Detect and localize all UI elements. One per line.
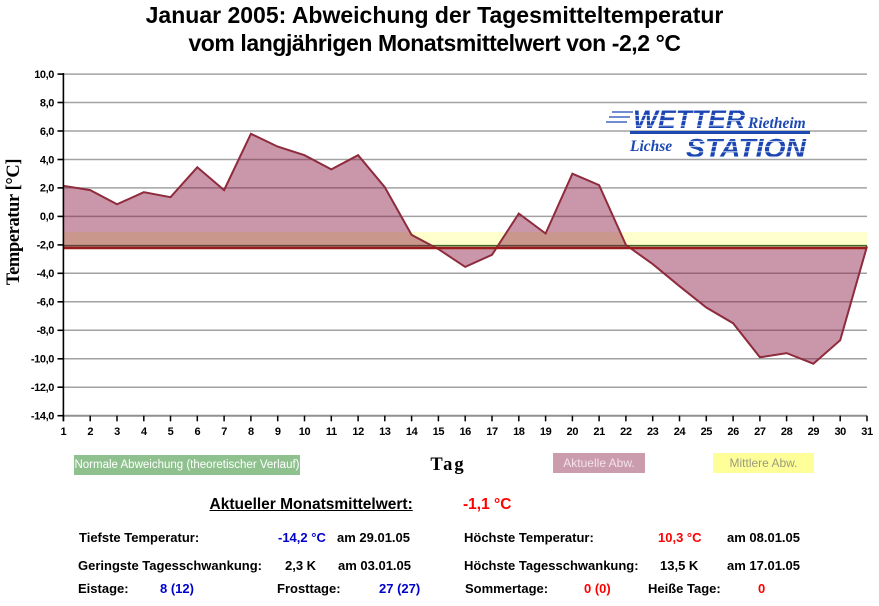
svg-text:16: 16	[459, 426, 471, 438]
svg-text:27: 27	[754, 426, 766, 438]
svg-text:14: 14	[406, 426, 419, 438]
svg-text:17: 17	[486, 426, 498, 438]
svg-text:21: 21	[593, 426, 605, 438]
svg-text:Tag: Tag	[430, 455, 465, 475]
svg-text:23: 23	[647, 426, 659, 438]
svg-text:1: 1	[61, 426, 67, 438]
svg-text:-10,0: -10,0	[31, 354, 54, 366]
svg-text:19: 19	[540, 426, 552, 438]
svg-text:11: 11	[326, 426, 337, 438]
svg-text:6,0: 6,0	[40, 126, 54, 138]
svg-text:8,0: 8,0	[40, 97, 54, 109]
svg-text:0,0: 0,0	[40, 211, 54, 223]
svg-text:10,0: 10,0	[34, 69, 54, 81]
svg-text:-4,0: -4,0	[37, 268, 55, 280]
svg-text:-12,0: -12,0	[31, 382, 54, 394]
svg-text:31: 31	[861, 426, 873, 438]
svg-text:2: 2	[87, 426, 93, 438]
svg-text:29: 29	[808, 426, 820, 438]
svg-text:10: 10	[299, 426, 311, 438]
svg-text:8: 8	[248, 426, 254, 438]
svg-text:15: 15	[433, 426, 445, 438]
svg-text:4,0: 4,0	[40, 154, 54, 166]
svg-text:-8,0: -8,0	[37, 325, 55, 337]
svg-text:STATION: STATION	[686, 133, 807, 163]
svg-text:28: 28	[781, 426, 793, 438]
svg-text:5: 5	[168, 426, 174, 438]
svg-text:9: 9	[275, 426, 281, 438]
svg-text:26: 26	[727, 426, 739, 438]
svg-text:WETTER: WETTER	[633, 104, 745, 134]
svg-text:13: 13	[379, 426, 391, 438]
svg-text:7: 7	[221, 426, 227, 438]
svg-text:-14,0: -14,0	[31, 411, 54, 423]
svg-text:Lichse: Lichse	[629, 138, 672, 155]
svg-text:6: 6	[194, 426, 200, 438]
svg-text:22: 22	[620, 426, 632, 438]
svg-text:24: 24	[674, 426, 687, 438]
svg-text:2,0: 2,0	[40, 183, 54, 195]
svg-text:12: 12	[352, 426, 364, 438]
svg-text:18: 18	[513, 426, 525, 438]
svg-text:-6,0: -6,0	[37, 297, 55, 309]
svg-text:3: 3	[114, 426, 120, 438]
svg-text:25: 25	[701, 426, 713, 438]
svg-text:20: 20	[567, 426, 579, 438]
svg-text:-2,0: -2,0	[37, 240, 55, 252]
svg-text:4: 4	[141, 426, 148, 438]
svg-text:30: 30	[834, 426, 846, 438]
svg-text:Rietheim: Rietheim	[747, 115, 806, 132]
svg-text:Temperatur [°C]: Temperatur [°C]	[4, 159, 24, 285]
